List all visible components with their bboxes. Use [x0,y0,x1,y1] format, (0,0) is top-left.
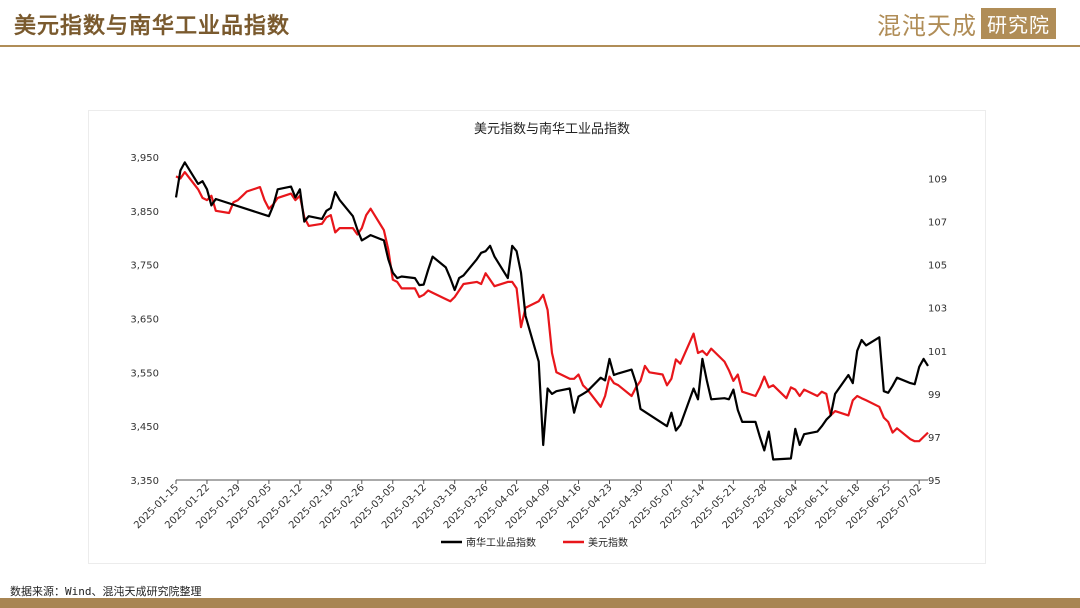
y-left-tick-label: 3,450 [130,422,159,433]
bottom-bar [0,598,1080,608]
page-title: 美元指数与南华工业品指数 [14,13,291,39]
chart-frame: 美元指数与南华工业品指数 3,350 3,450 3,550 3,650 3,750 3,8… [88,110,986,564]
line-chart: 美元指数与南华工业品指数 3,350 3,450 3,550 3,650 3,750 3,8… [130,121,947,549]
y-right-tick-label: 101 [928,347,947,358]
y-left-tick-label: 3,950 [130,153,159,164]
source-note: 数据来源：Wind、混沌天成研究院整理 [10,585,202,598]
y-right-tick-label: 99 [928,390,941,401]
y-right-tick-label: 107 [928,218,947,229]
title-divider [0,45,1080,47]
y-left-tick-label: 3,850 [130,207,159,218]
series-line-usd [175,170,929,443]
y-right-tick-label: 109 [928,175,947,186]
y-right-tick-label: 95 [928,476,941,487]
chart-title: 美元指数与南华工业品指数 [474,121,630,137]
legend-label-nanhua: 南华工业品指数 [466,536,536,549]
y-right-tick-label: 97 [928,433,941,444]
y-right-tick-label: 105 [928,261,947,272]
legend-label-usd: 美元指数 [588,536,628,549]
brand-name: 混沌天成 [877,11,977,40]
y-left-tick-label: 3,650 [130,315,159,326]
y-left-tick-label: 3,750 [130,261,159,272]
y-left-tick-label: 3,350 [130,476,159,487]
y-right-tick-label: 103 [928,304,947,315]
y-left-tick-label: 3,550 [130,368,159,379]
brand-logo: 混沌天成 研究院 [877,6,1056,40]
brand-box: 研究院 [981,7,1056,39]
series-line-nanhua [174,161,929,461]
